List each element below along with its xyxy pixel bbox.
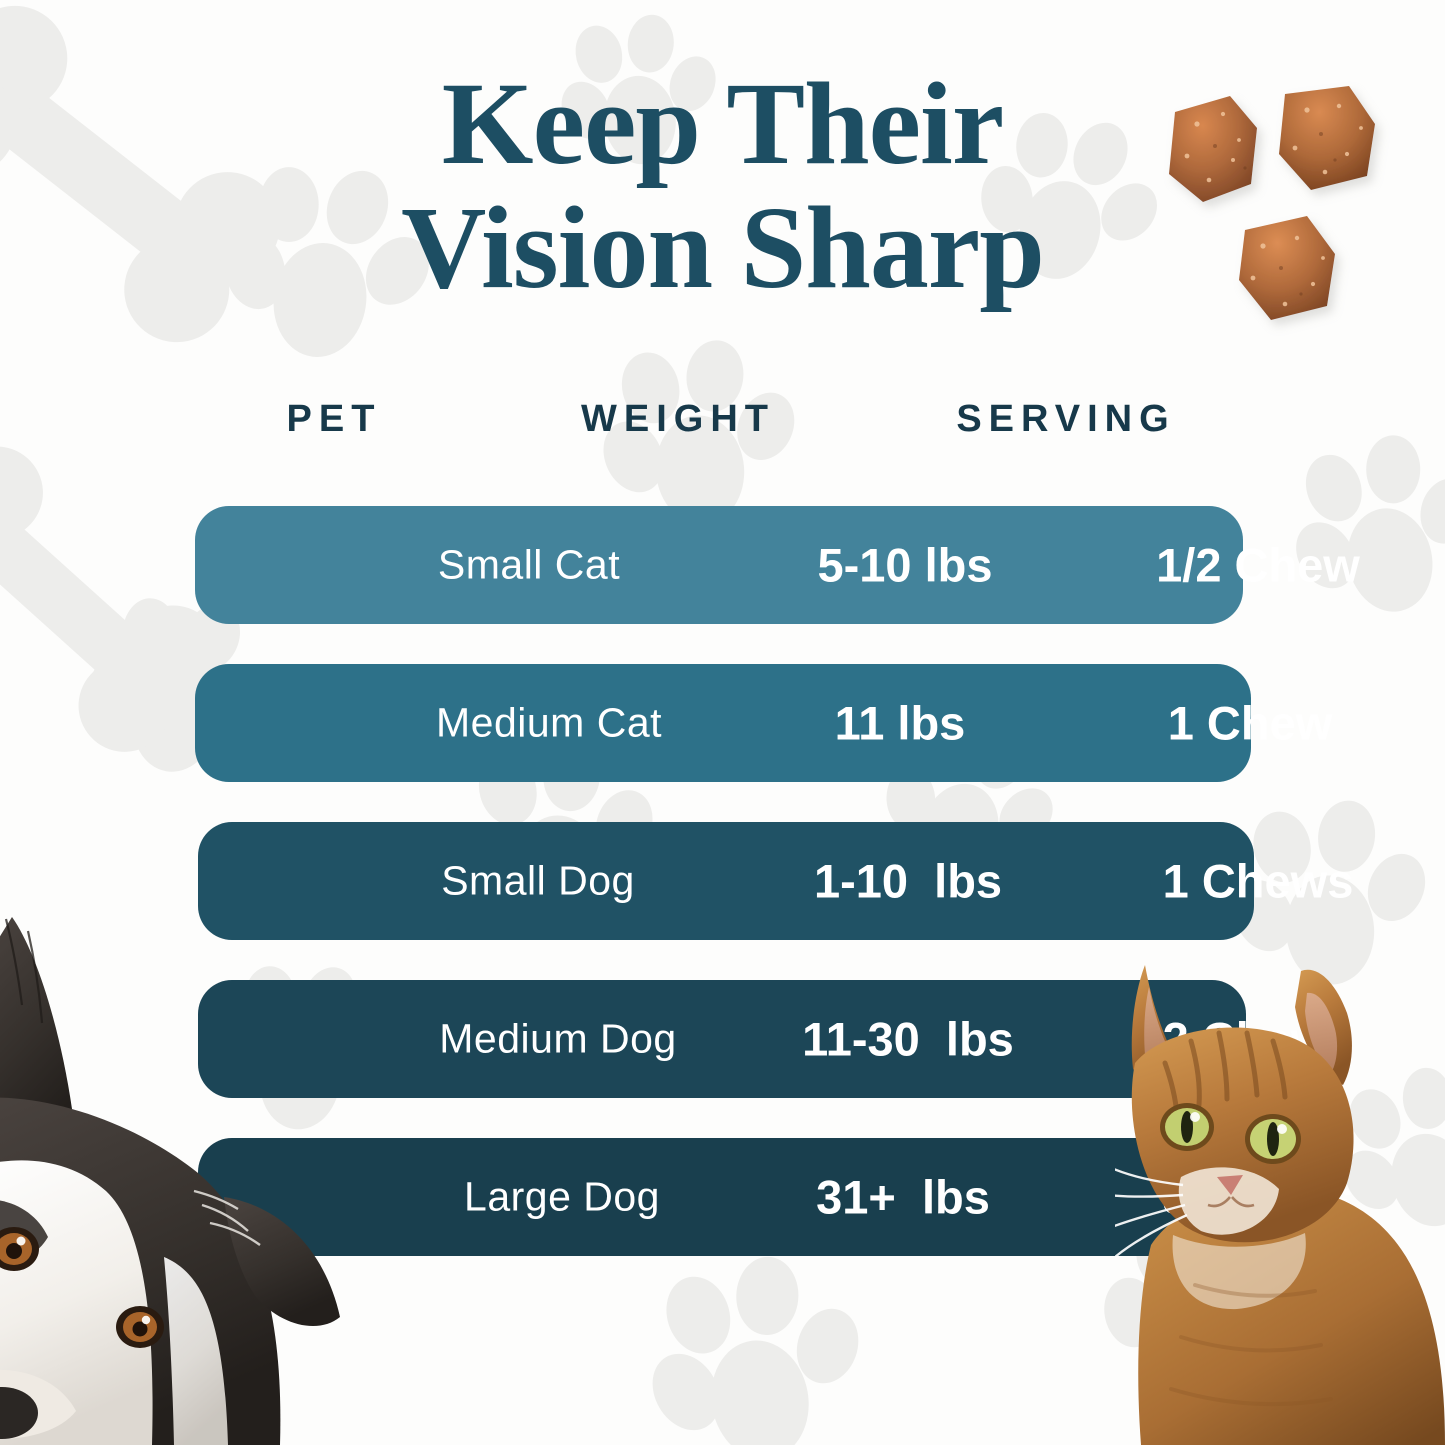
title-line-2: Vision Sharp	[401, 181, 1045, 313]
cell-serving: 1 Chew	[1167, 696, 1333, 750]
cell-pet: Small Cat	[437, 541, 621, 588]
cell-pet: Large Dog	[464, 1173, 660, 1220]
cell-weight: 1-10 lbs	[813, 854, 1003, 908]
cell-pet: Medium Cat	[435, 699, 663, 746]
cell-pet: Small Dog	[441, 857, 635, 904]
chew-treats-image	[1135, 62, 1445, 372]
cell-weight: 11-30 lbs	[802, 1012, 1014, 1066]
column-header-pet: PET	[286, 398, 382, 440]
cell-weight: 5-10 lbs	[817, 538, 993, 592]
dog-image	[0, 905, 408, 1445]
table-row: Medium Cat 11 lbs 1 Chew	[195, 664, 1332, 782]
cell-weight: 11 lbs	[834, 696, 966, 750]
column-header-serving: SERVING	[956, 398, 1176, 440]
cell-weight: 31+ lbs	[816, 1170, 990, 1224]
cell-pet: Medium Dog	[439, 1015, 677, 1062]
column-header-weight: WEIGHT	[581, 398, 775, 440]
cell-serving: 1 Chews	[1162, 854, 1354, 908]
table-header-row: PET WEIGHT SERVING	[0, 398, 1445, 466]
cat-image	[1115, 945, 1445, 1445]
table-row: Small Cat 5-10 lbs 1/2 Chew	[195, 506, 1360, 624]
cell-serving: 1/2 Chew	[1156, 538, 1360, 592]
